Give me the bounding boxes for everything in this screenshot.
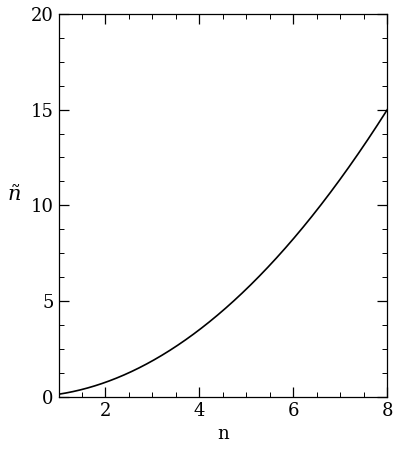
Y-axis label: $\tilde{n}$: $\tilde{n}$	[7, 184, 21, 205]
X-axis label: n: n	[217, 425, 229, 443]
